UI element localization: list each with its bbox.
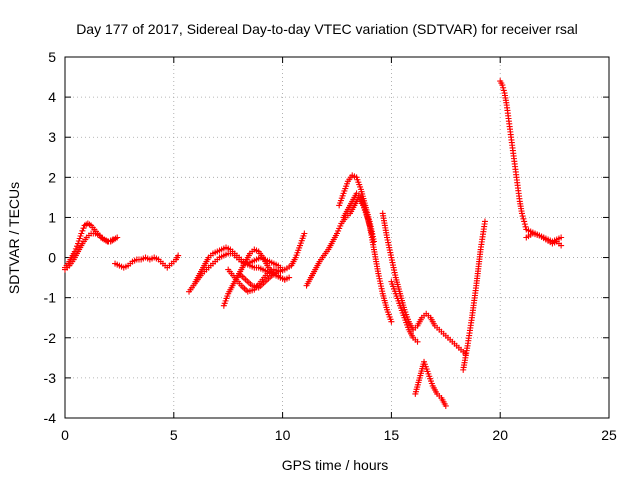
data-point	[79, 227, 86, 234]
x-tick-label: 20	[492, 427, 508, 443]
data-point	[521, 221, 528, 228]
x-tick-label: 25	[601, 427, 617, 443]
x-tick-label: 5	[170, 427, 178, 443]
data-point	[519, 213, 526, 220]
x-axis-label: GPS time / hours	[282, 457, 389, 473]
y-tick-label: -1	[44, 290, 57, 306]
data-point	[301, 230, 308, 237]
x-tick-label: 0	[61, 427, 69, 443]
data-point	[499, 82, 506, 89]
y-tick-label: 3	[48, 129, 56, 145]
data-point	[414, 338, 421, 345]
data-point	[520, 215, 527, 222]
data-point	[277, 268, 284, 275]
y-tick-label: 5	[48, 49, 56, 65]
x-tick-label: 10	[275, 427, 291, 443]
x-tick-label: 15	[384, 427, 400, 443]
data-point	[500, 84, 507, 91]
data-point	[286, 274, 293, 281]
y-tick-label: 2	[48, 169, 56, 185]
data-point	[521, 218, 528, 225]
data-point	[114, 234, 121, 241]
y-axis-label: SDTVAR / TECUs	[6, 182, 22, 294]
data-point	[109, 236, 116, 243]
data-point	[481, 218, 488, 225]
data-point	[78, 230, 85, 237]
data-markers	[62, 78, 565, 409]
data-point	[442, 402, 449, 409]
y-tick-label: 1	[48, 209, 56, 225]
data-point	[518, 210, 525, 217]
plot-frame	[64, 56, 610, 419]
y-tick-label: -2	[44, 330, 57, 346]
grid-lines	[65, 57, 609, 418]
data-point	[73, 243, 80, 250]
y-tick-label: 0	[48, 250, 56, 266]
axis-ticks: 0 5 10 15 20 25 -4 -3 -2 -1 0 1 2 3 4 5	[44, 49, 617, 443]
y-tick-label: -3	[44, 370, 57, 386]
chart-title: Day 177 of 2017, Sidereal Day-to-day VTE…	[76, 21, 578, 37]
data-point	[558, 234, 565, 241]
data-point	[281, 276, 288, 283]
y-tick-label: -4	[44, 410, 57, 426]
y-tick-label: 4	[48, 89, 56, 105]
data-point	[80, 225, 87, 232]
data-point	[522, 223, 529, 230]
data-point	[175, 252, 182, 259]
data-point	[558, 242, 565, 249]
data-point	[388, 318, 395, 325]
data-point	[500, 87, 507, 94]
